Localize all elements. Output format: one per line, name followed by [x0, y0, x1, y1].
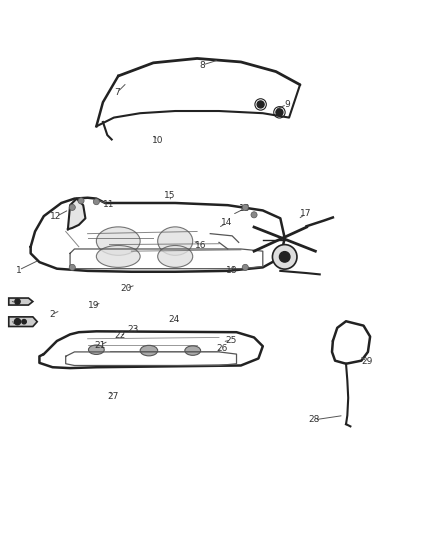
- Circle shape: [78, 198, 84, 204]
- Polygon shape: [68, 199, 85, 229]
- Circle shape: [257, 101, 264, 108]
- Ellipse shape: [185, 346, 201, 356]
- Text: 4: 4: [13, 318, 18, 327]
- Text: 27: 27: [107, 392, 119, 401]
- Circle shape: [242, 204, 248, 211]
- Ellipse shape: [158, 227, 193, 255]
- Polygon shape: [9, 317, 37, 327]
- Text: 20: 20: [120, 284, 132, 293]
- Circle shape: [251, 212, 257, 218]
- Text: 29: 29: [361, 357, 373, 366]
- Polygon shape: [9, 298, 33, 305]
- Text: 18: 18: [226, 265, 237, 274]
- Text: 15: 15: [164, 191, 176, 200]
- Ellipse shape: [96, 227, 140, 255]
- Circle shape: [22, 319, 26, 324]
- Text: 2: 2: [49, 310, 54, 319]
- Text: 21: 21: [94, 341, 106, 350]
- Text: 24: 24: [169, 314, 180, 324]
- Text: 13: 13: [239, 204, 250, 213]
- Text: 23: 23: [127, 325, 138, 334]
- Ellipse shape: [158, 246, 193, 268]
- Text: 14: 14: [221, 218, 233, 227]
- Ellipse shape: [88, 345, 104, 354]
- Text: 25: 25: [226, 336, 237, 344]
- Circle shape: [242, 264, 248, 270]
- Text: 3: 3: [14, 298, 20, 308]
- Circle shape: [272, 245, 297, 269]
- Text: 12: 12: [50, 212, 62, 221]
- Ellipse shape: [96, 246, 140, 268]
- Text: 1: 1: [16, 265, 22, 274]
- Circle shape: [15, 299, 20, 304]
- Circle shape: [93, 199, 99, 205]
- Text: 17: 17: [300, 209, 311, 219]
- Text: 10: 10: [152, 136, 163, 145]
- Text: 28: 28: [309, 415, 320, 424]
- Ellipse shape: [140, 345, 158, 356]
- Text: 22: 22: [114, 331, 125, 340]
- Circle shape: [69, 204, 75, 211]
- Text: 7: 7: [114, 87, 120, 96]
- Text: 9: 9: [284, 100, 290, 109]
- Text: 26: 26: [217, 344, 228, 353]
- Text: 19: 19: [88, 302, 99, 310]
- Circle shape: [279, 252, 290, 262]
- Text: 16: 16: [195, 241, 206, 250]
- Text: 11: 11: [103, 200, 114, 209]
- Circle shape: [276, 109, 283, 116]
- Circle shape: [14, 319, 21, 325]
- Text: 8: 8: [199, 61, 205, 69]
- Circle shape: [69, 264, 75, 270]
